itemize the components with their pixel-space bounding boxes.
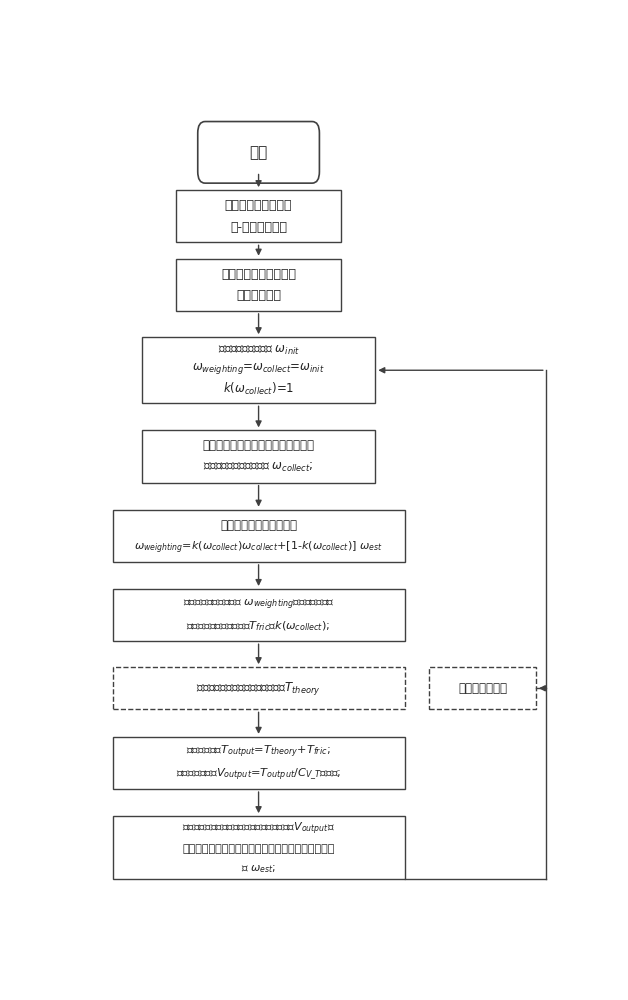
Text: 力矩特性参数: 力矩特性参数 (236, 289, 281, 302)
Text: 压-力矩特性参数: 压-力矩特性参数 (230, 221, 287, 234)
FancyBboxPatch shape (198, 122, 320, 183)
Text: 获取动量轮初始转速 $\omega_{init}$: 获取动量轮初始转速 $\omega_{init}$ (217, 344, 300, 357)
Text: 卫星控制算法得到动量轮输出力矩$T_{theory}$: 卫星控制算法得到动量轮输出力矩$T_{theory}$ (197, 680, 321, 697)
Bar (112, 589, 404, 641)
Text: 动量轮控制电压$V_{output}$=$T_{output}$/$C_{V\_T}$并输出;: 动量轮控制电压$V_{output}$=$T_{output}$/$C_{V\_… (176, 766, 341, 782)
Text: 计算加权后的动量轮转速: 计算加权后的动量轮转速 (220, 519, 297, 532)
Bar (176, 259, 342, 311)
Text: 下一个控制周期: 下一个控制周期 (458, 682, 507, 695)
Bar (176, 190, 342, 242)
Bar (142, 430, 376, 483)
Bar (112, 737, 404, 789)
Bar (112, 816, 404, 879)
Bar (112, 667, 404, 709)
Text: 预估计算动量轮摩擦力矩$T_{fric}$、$k(\omega_{collect})$;: 预估计算动量轮摩擦力矩$T_{fric}$、$k(\omega_{collect… (187, 619, 331, 633)
Text: 根据动量轮本控制周期转速、动量轮控制电压$V_{output}$和: 根据动量轮本控制周期转速、动量轮控制电压$V_{output}$和 (182, 821, 335, 837)
Bar (112, 510, 404, 562)
Text: $k(\omega_{collect})$=1: $k(\omega_{collect})$=1 (223, 381, 295, 397)
Text: $\omega_{weighting}$=$k(\omega_{collect})\omega_{collect}$+[1-$k(\omega_{collect: $\omega_{weighting}$=$k(\omega_{collect}… (134, 540, 383, 556)
Text: 获取动量轮初始的摩擦: 获取动量轮初始的摩擦 (221, 267, 296, 280)
Text: 根据加权后动量轮转速 $\omega_{weighting}$、摩擦力矩模型: 根据加权后动量轮转速 $\omega_{weighting}$、摩擦力矩模型 (183, 597, 335, 612)
Bar (142, 337, 376, 403)
Text: 速 $\omega_{est}$;: 速 $\omega_{est}$; (241, 863, 276, 875)
Text: 并计算采集的动量轮转速 $\omega_{collect}$;: 并计算采集的动量轮转速 $\omega_{collect}$; (203, 461, 314, 474)
Text: 摩擦力矩模型预估得到下一个控制周期动量轮理论转: 摩擦力矩模型预估得到下一个控制周期动量轮理论转 (182, 844, 335, 854)
Text: 采集当前控制周期内动量轮转速脉冲: 采集当前控制周期内动量轮转速脉冲 (203, 439, 315, 452)
Text: 前馈补偿得到$T_{output}$=$T_{theory}$+$T_{fric}$;: 前馈补偿得到$T_{output}$=$T_{theory}$+$T_{fric… (187, 744, 331, 760)
Bar (429, 667, 536, 709)
Text: $\omega_{weighting}$=$\omega_{collect}$=$\omega_{init}$: $\omega_{weighting}$=$\omega_{collect}$=… (192, 361, 325, 376)
Text: 获取动量轮初始的电: 获取动量轮初始的电 (225, 199, 292, 212)
Text: 开始: 开始 (249, 145, 268, 160)
